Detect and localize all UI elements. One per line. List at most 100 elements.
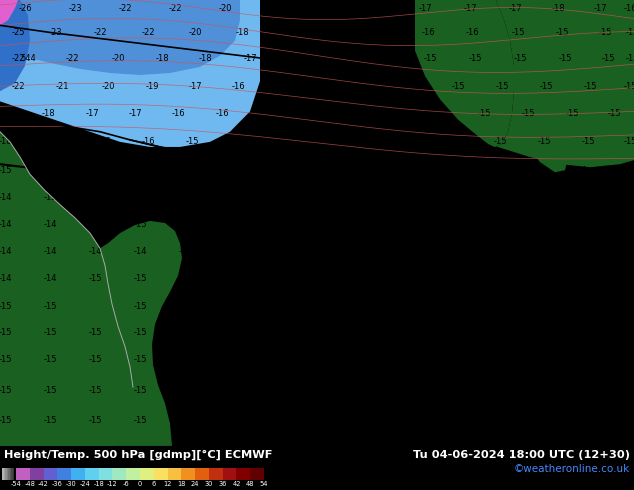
Text: -54: -54 <box>11 481 22 487</box>
Text: -16: -16 <box>268 193 281 202</box>
Bar <box>209 468 223 480</box>
Text: 6: 6 <box>152 481 156 487</box>
Text: -42: -42 <box>38 481 49 487</box>
Text: -16: -16 <box>275 82 289 91</box>
Text: 54: 54 <box>260 481 268 487</box>
Polygon shape <box>0 0 18 25</box>
Text: -15: -15 <box>268 274 281 283</box>
Text: ©weatheronline.co.uk: ©weatheronline.co.uk <box>514 464 630 474</box>
Text: -15: -15 <box>485 166 499 175</box>
Text: -15: -15 <box>258 109 272 118</box>
Text: -15: -15 <box>511 28 525 37</box>
Text: -18: -18 <box>93 481 104 487</box>
Text: -15: -15 <box>540 82 553 91</box>
Text: -16: -16 <box>538 301 552 311</box>
Polygon shape <box>0 132 182 446</box>
Text: -15: -15 <box>358 328 372 337</box>
Text: -15: -15 <box>625 28 634 37</box>
Text: -26: -26 <box>18 3 32 13</box>
Polygon shape <box>415 0 514 147</box>
Polygon shape <box>0 0 260 147</box>
Text: -15: -15 <box>538 328 552 337</box>
Text: -15: -15 <box>88 355 101 364</box>
Text: -15: -15 <box>598 28 612 37</box>
Text: -15: -15 <box>538 247 552 256</box>
Text: -15: -15 <box>265 166 279 175</box>
Text: -18: -18 <box>0 137 12 147</box>
Text: -15: -15 <box>313 193 327 202</box>
Text: -15: -15 <box>88 328 101 337</box>
Text: -15: -15 <box>514 54 527 63</box>
Text: -16: -16 <box>465 28 479 37</box>
Text: -22: -22 <box>141 28 155 37</box>
Text: -16: -16 <box>333 54 347 63</box>
Text: -15: -15 <box>358 301 372 311</box>
Text: -16: -16 <box>178 220 192 229</box>
Text: -15: -15 <box>448 274 462 283</box>
Bar <box>57 468 71 480</box>
Text: -16: -16 <box>493 355 507 364</box>
Text: -15: -15 <box>403 355 417 364</box>
Text: -16: -16 <box>448 355 462 364</box>
Text: -15: -15 <box>625 220 634 229</box>
Text: -24: -24 <box>79 481 90 487</box>
Text: -22: -22 <box>11 54 25 63</box>
Text: -14: -14 <box>0 274 12 283</box>
Text: -16: -16 <box>313 416 327 425</box>
Text: -16: -16 <box>493 220 507 229</box>
Text: -15: -15 <box>133 355 146 364</box>
Text: -14: -14 <box>43 220 57 229</box>
Text: -14: -14 <box>178 166 191 175</box>
Text: -16: -16 <box>448 193 462 202</box>
Text: -16: -16 <box>493 247 507 256</box>
Text: -15: -15 <box>625 416 634 425</box>
Text: -17: -17 <box>85 109 99 118</box>
Text: -14: -14 <box>0 220 12 229</box>
Text: -14: -14 <box>573 166 586 175</box>
Text: -30: -30 <box>66 481 77 487</box>
Text: -14: -14 <box>43 274 57 283</box>
Text: -15: -15 <box>583 355 597 364</box>
Text: -22: -22 <box>168 3 182 13</box>
Text: -14: -14 <box>89 166 103 175</box>
Text: -16: -16 <box>288 54 302 63</box>
Text: -15: -15 <box>43 193 57 202</box>
Bar <box>167 468 181 480</box>
Text: -15: -15 <box>583 328 597 337</box>
Polygon shape <box>525 123 568 172</box>
Bar <box>30 468 44 480</box>
Bar <box>71 468 85 480</box>
Text: -15: -15 <box>178 247 191 256</box>
Text: -15: -15 <box>133 328 146 337</box>
Text: -15: -15 <box>268 301 281 311</box>
Text: -15: -15 <box>403 416 417 425</box>
Text: 18: 18 <box>177 481 186 487</box>
Text: -15: -15 <box>320 82 333 91</box>
Text: -15: -15 <box>450 137 463 147</box>
Text: -17: -17 <box>328 28 342 37</box>
Text: -15: -15 <box>268 328 281 337</box>
Text: -15: -15 <box>0 301 12 311</box>
Text: -15: -15 <box>0 355 12 364</box>
Text: -16: -16 <box>538 193 552 202</box>
Text: -15: -15 <box>0 166 12 175</box>
Text: -17: -17 <box>243 54 257 63</box>
Text: -16: -16 <box>141 137 155 147</box>
Text: -25: -25 <box>11 28 25 37</box>
Text: -14: -14 <box>273 137 287 147</box>
Text: -15: -15 <box>0 386 12 394</box>
Text: -16: -16 <box>583 193 597 202</box>
Text: -15: -15 <box>581 137 595 147</box>
Bar <box>140 468 154 480</box>
Text: -16: -16 <box>133 193 147 202</box>
Bar <box>10 468 11 480</box>
Text: -15: -15 <box>625 274 634 283</box>
Bar <box>195 468 209 480</box>
Bar <box>250 468 264 480</box>
Text: -19: -19 <box>145 82 158 91</box>
Text: -15: -15 <box>493 328 507 337</box>
Text: -15: -15 <box>583 274 597 283</box>
Text: 544: 544 <box>20 54 36 63</box>
Text: -16: -16 <box>268 416 281 425</box>
Text: -19: -19 <box>321 3 335 13</box>
